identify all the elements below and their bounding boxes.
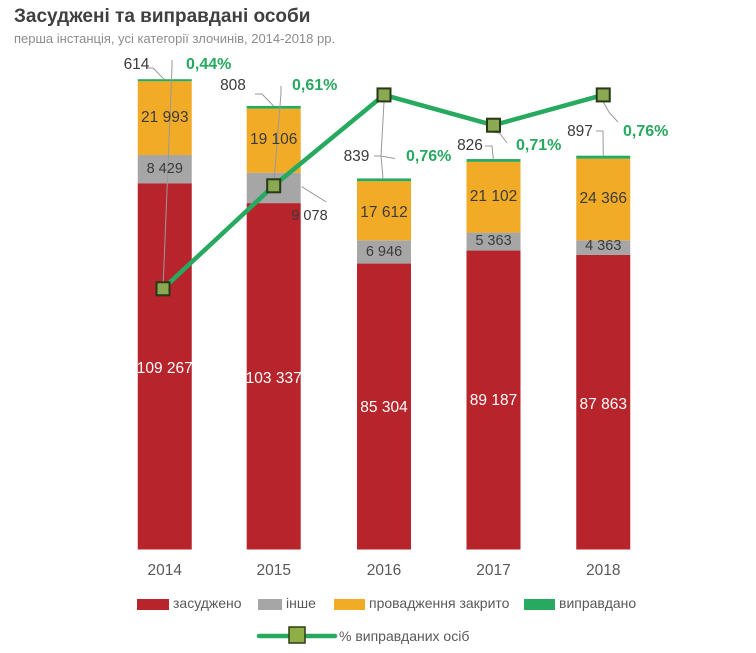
- svg-text:0,71%: 0,71%: [516, 137, 561, 154]
- svg-text:0,61%: 0,61%: [292, 77, 337, 94]
- svg-text:808: 808: [220, 77, 246, 94]
- svg-text:87 863: 87 863: [580, 396, 627, 413]
- svg-text:засуджено: засуджено: [173, 595, 242, 611]
- svg-text:109 267: 109 267: [137, 360, 193, 377]
- svg-text:2014: 2014: [148, 562, 183, 579]
- svg-text:5 363: 5 363: [475, 233, 511, 249]
- svg-text:839: 839: [344, 148, 370, 165]
- svg-text:0,44%: 0,44%: [186, 56, 231, 73]
- svg-text:інше: інше: [286, 595, 316, 611]
- svg-text:0,76%: 0,76%: [406, 148, 451, 165]
- svg-text:897: 897: [567, 123, 593, 140]
- svg-text:24 366: 24 366: [580, 190, 627, 207]
- svg-text:17 612: 17 612: [360, 204, 407, 221]
- svg-text:провадження закрито: провадження закрито: [369, 595, 510, 611]
- svg-text:2018: 2018: [586, 562, 620, 579]
- svg-text:2016: 2016: [367, 562, 401, 579]
- svg-text:103 337: 103 337: [246, 370, 302, 387]
- svg-text:% виправданих осіб: % виправданих осіб: [339, 628, 469, 644]
- svg-text:8 429: 8 429: [147, 161, 183, 177]
- svg-text:4 363: 4 363: [585, 238, 621, 254]
- svg-text:виправдано: виправдано: [559, 595, 636, 611]
- svg-text:21 102: 21 102: [470, 188, 517, 205]
- svg-text:2017: 2017: [476, 562, 510, 579]
- svg-text:85 304: 85 304: [360, 399, 408, 416]
- svg-text:2015: 2015: [256, 562, 290, 579]
- svg-text:19 106: 19 106: [250, 131, 297, 148]
- svg-text:826: 826: [457, 137, 483, 154]
- svg-text:89 187: 89 187: [470, 392, 517, 409]
- svg-text:0,76%: 0,76%: [623, 123, 668, 140]
- svg-text:614: 614: [124, 56, 150, 73]
- svg-text:21 993: 21 993: [141, 109, 188, 126]
- svg-text:9 078: 9 078: [291, 208, 327, 224]
- svg-text:6 946: 6 946: [366, 244, 402, 260]
